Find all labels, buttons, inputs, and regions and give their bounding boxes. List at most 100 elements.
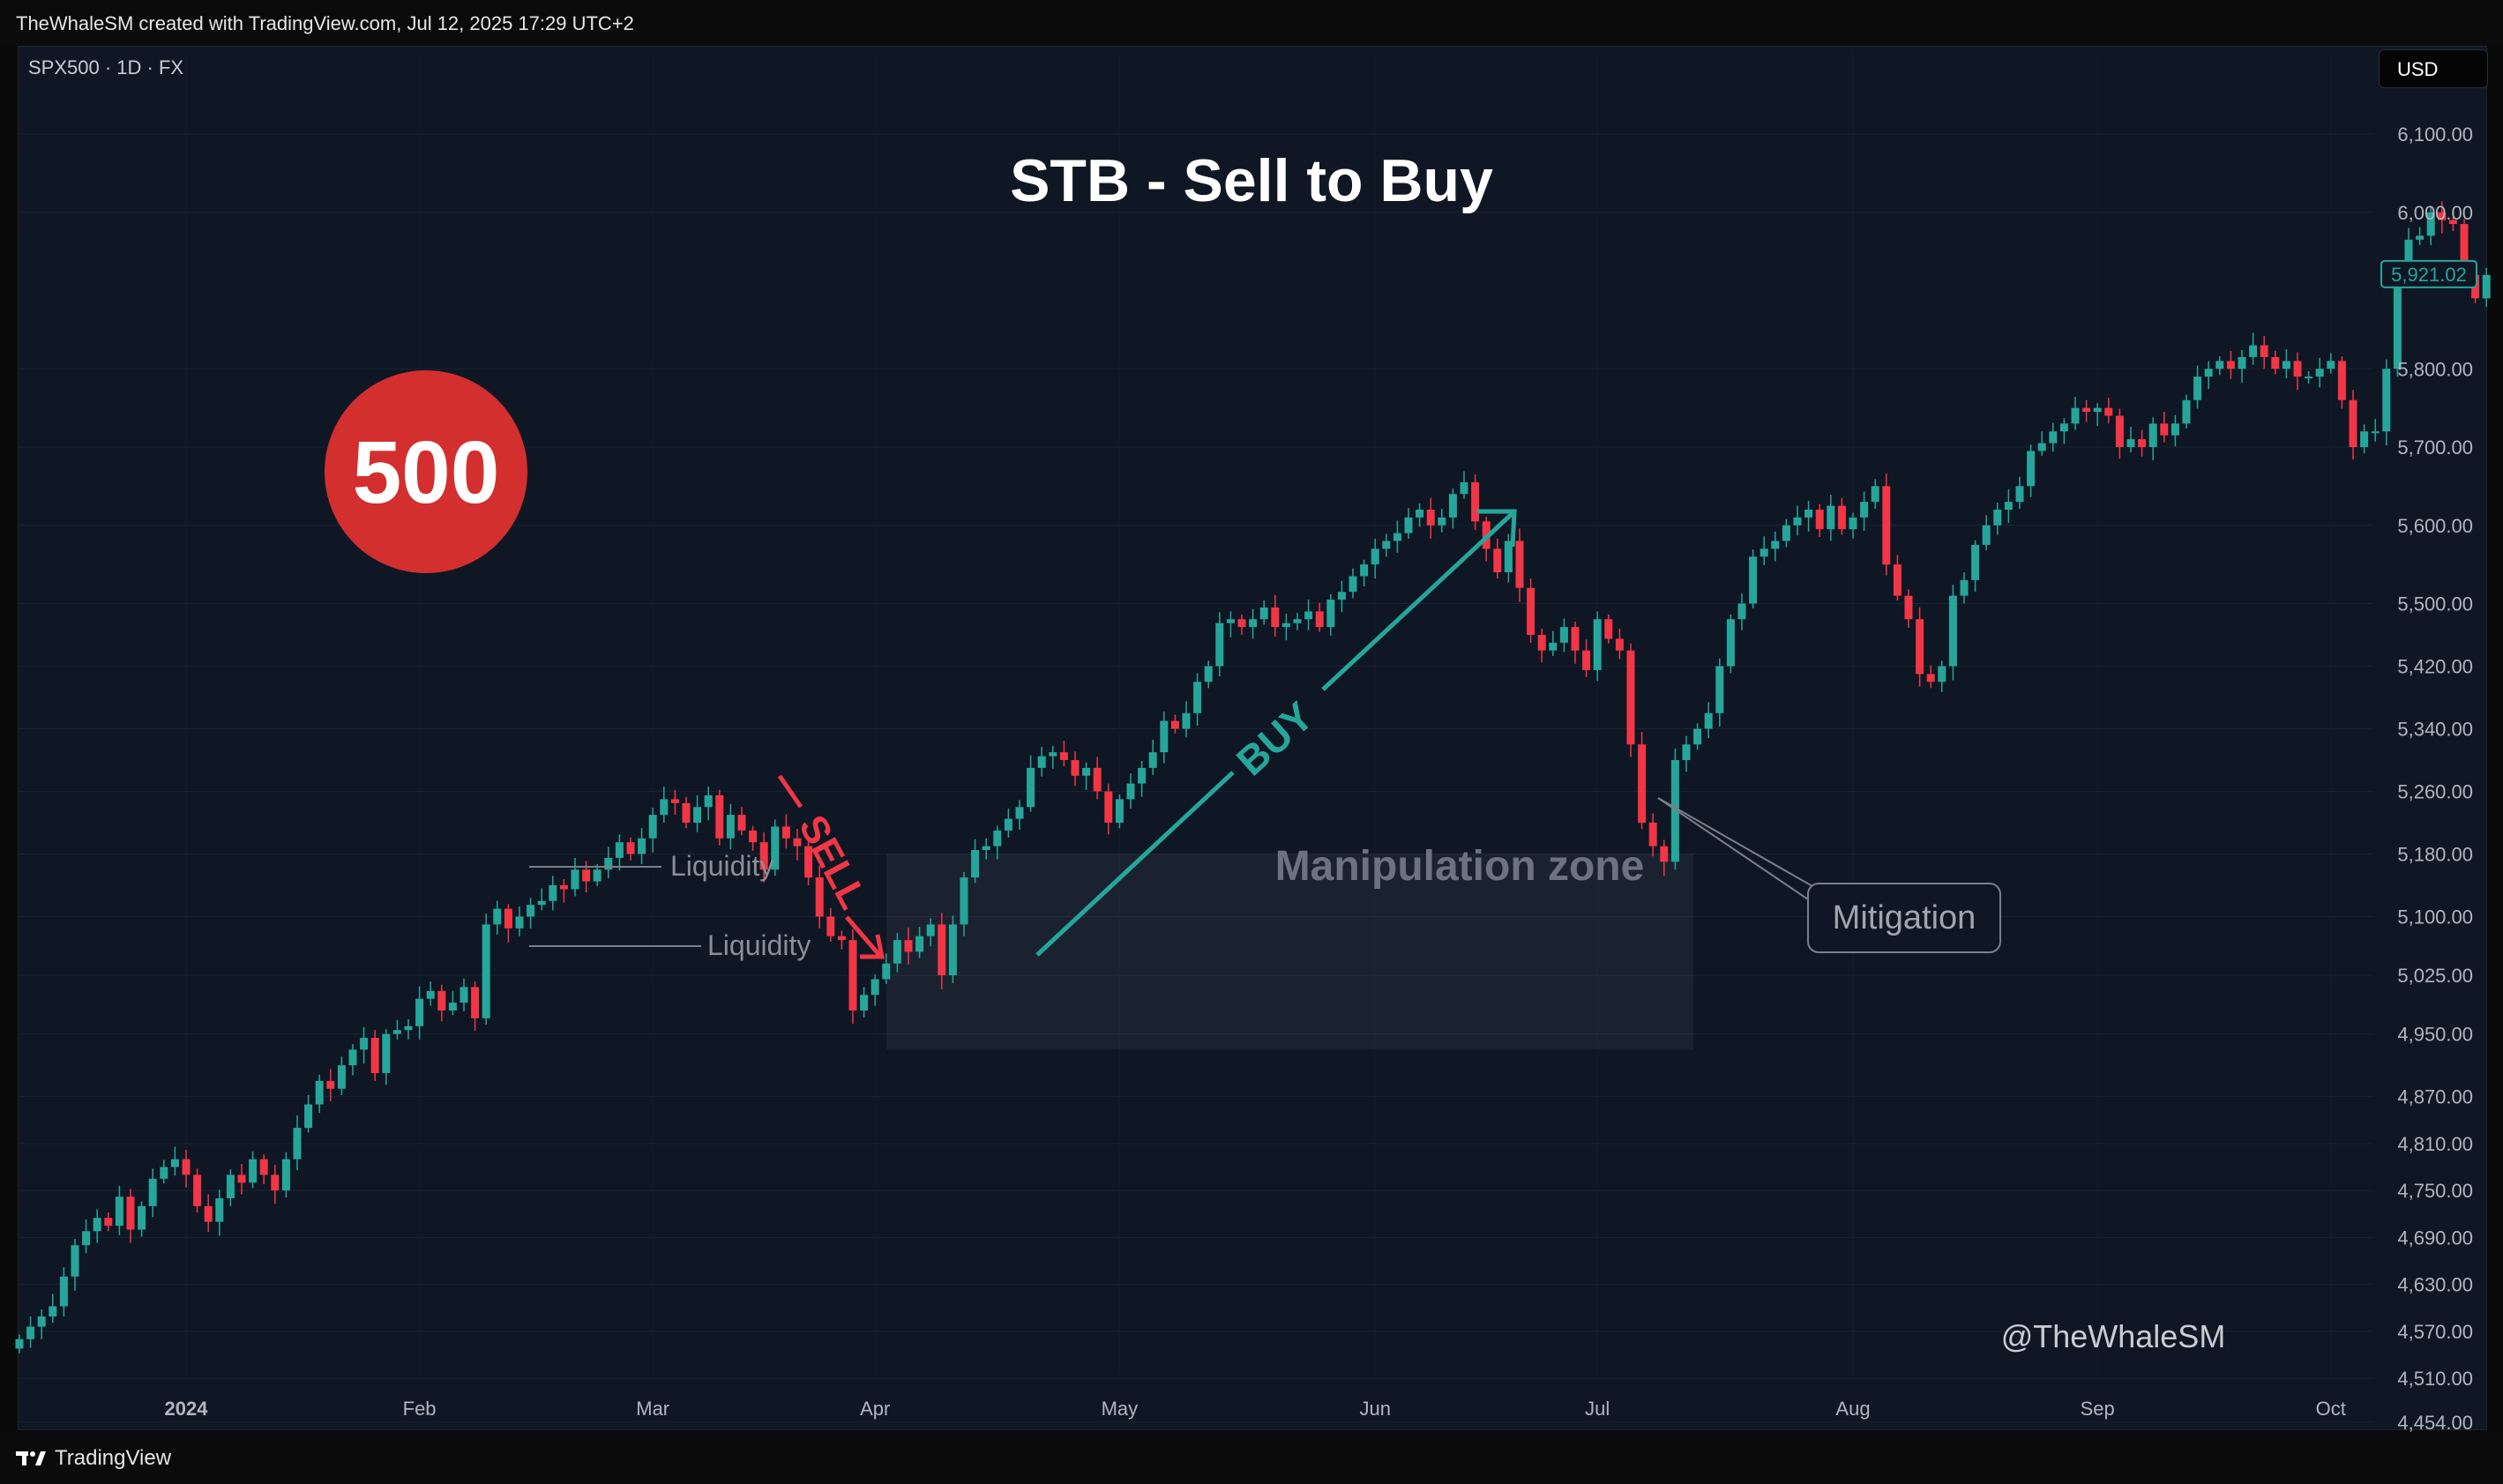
y-tick-label: 5,260.00 <box>2397 781 2473 803</box>
candle-body <box>948 924 957 976</box>
candle-body <box>237 1175 246 1183</box>
candle-body <box>1382 541 1391 549</box>
candle-body <box>1504 541 1513 572</box>
candles <box>15 201 2491 1353</box>
y-tick-label: 4,810.00 <box>2397 1133 2473 1155</box>
candle-body <box>1749 556 1758 604</box>
last-price-text: 5,921.02 <box>2391 264 2467 286</box>
candle-body <box>1604 619 1613 639</box>
candle-body <box>837 936 846 941</box>
candle-body <box>1971 544 1980 580</box>
chart-panel[interactable] <box>18 46 2487 1430</box>
y-tick-label: 4,510.00 <box>2397 1368 2473 1390</box>
candle-body <box>1448 494 1457 518</box>
candle-body <box>1926 674 1935 682</box>
candle-body <box>281 1159 290 1191</box>
candle-body <box>1093 767 1102 792</box>
candle-body <box>1471 481 1480 522</box>
candle-body <box>693 807 702 823</box>
y-axis: 6,100.00 6,000.00 5,800.00 5,700.00 5,600.00… <box>2397 123 2473 1434</box>
candle-body <box>1160 720 1169 753</box>
candle-body <box>215 1198 224 1222</box>
candle-body <box>271 1175 280 1191</box>
candle-body <box>1593 619 1602 670</box>
candle-body <box>1259 607 1268 620</box>
candle-body <box>2093 407 2102 413</box>
candle-body <box>1148 752 1157 768</box>
candle-body <box>781 826 790 839</box>
candle-body <box>1527 587 1535 635</box>
candle-body <box>2071 407 2080 424</box>
candle-body <box>2382 369 2391 432</box>
x-tick-label: Aug <box>1835 1398 1870 1420</box>
candle-body <box>2082 407 2091 413</box>
candle-body <box>1493 548 1502 572</box>
candle-body <box>1582 650 1591 670</box>
candle-body <box>15 1339 24 1349</box>
candle-body <box>1849 517 1857 530</box>
candle-body <box>860 995 869 1010</box>
candle-body <box>1404 517 1413 533</box>
candle-body <box>2126 439 2135 447</box>
candle-body <box>571 869 579 890</box>
candle-body <box>493 908 502 925</box>
candle-body <box>1760 548 1768 557</box>
y-tick-label: 4,750.00 <box>2397 1180 2473 1202</box>
candle-body <box>1438 517 1446 526</box>
candle-body <box>348 1049 357 1066</box>
candle-body <box>1815 510 1824 530</box>
candle-body <box>2160 423 2169 436</box>
y-tick-label: 4,630.00 <box>2397 1274 2473 1296</box>
candle-body <box>482 924 490 1018</box>
annotations: Liquidity Liquidity SELL BUY Manipulatio… <box>529 147 2225 1354</box>
candle-body <box>1460 481 1468 495</box>
candle-body <box>2482 274 2491 299</box>
mitigation-box <box>1807 883 2001 953</box>
y-tick-label: 5,500.00 <box>2397 593 2473 615</box>
candle-body <box>1115 799 1124 823</box>
candle-body <box>2115 415 2124 447</box>
candle-body <box>1249 619 1258 628</box>
candle-body <box>1237 619 1246 628</box>
candle-body <box>870 979 879 996</box>
candle-body <box>1693 728 1702 745</box>
candle-body <box>126 1197 135 1230</box>
tradingview-logo[interactable]: TradingView <box>16 1446 171 1471</box>
candle-body <box>293 1128 302 1160</box>
x-tick-label: Oct <box>2316 1398 2346 1420</box>
candle-body <box>1371 548 1379 565</box>
x-tick-label: 2024 <box>165 1398 209 1420</box>
badge-circle <box>325 370 527 573</box>
candle-body <box>2438 212 2447 220</box>
x-tick-label: Jul <box>1585 1398 1610 1420</box>
candle-body <box>2171 423 2179 436</box>
candle-body <box>1726 619 1735 667</box>
candle-body <box>726 815 735 839</box>
candle-body <box>1226 619 1235 623</box>
candle-body <box>771 826 780 870</box>
candle-body <box>1549 642 1558 651</box>
candle-body <box>515 916 524 928</box>
y-tick-label: 5,340.00 <box>2397 719 2473 741</box>
candle-body <box>2059 423 2068 432</box>
buy-label: BUY <box>1228 693 1322 785</box>
candle-body <box>2104 407 2113 416</box>
candle-body <box>2305 377 2313 379</box>
candle-body <box>1916 619 1924 675</box>
candle-body <box>1126 783 1135 800</box>
candle-body <box>115 1197 123 1227</box>
candle-body <box>170 1159 179 1167</box>
candle-body <box>737 815 746 831</box>
buy-arrow-head <box>1477 509 1517 548</box>
candle-body <box>759 842 768 870</box>
candle-body <box>2416 235 2425 240</box>
y-tick-label: 5,700.00 <box>2397 436 2473 459</box>
candle-body <box>382 1033 391 1073</box>
symbol-label[interactable]: SPX500 · 1D · FX <box>28 56 184 78</box>
candle-body <box>749 830 758 843</box>
candle-body <box>1182 712 1191 729</box>
candle-body <box>1648 823 1657 846</box>
currency-button[interactable]: USD <box>2379 49 2488 88</box>
manipulation-zone-label: Manipulation zone <box>1275 843 1645 890</box>
